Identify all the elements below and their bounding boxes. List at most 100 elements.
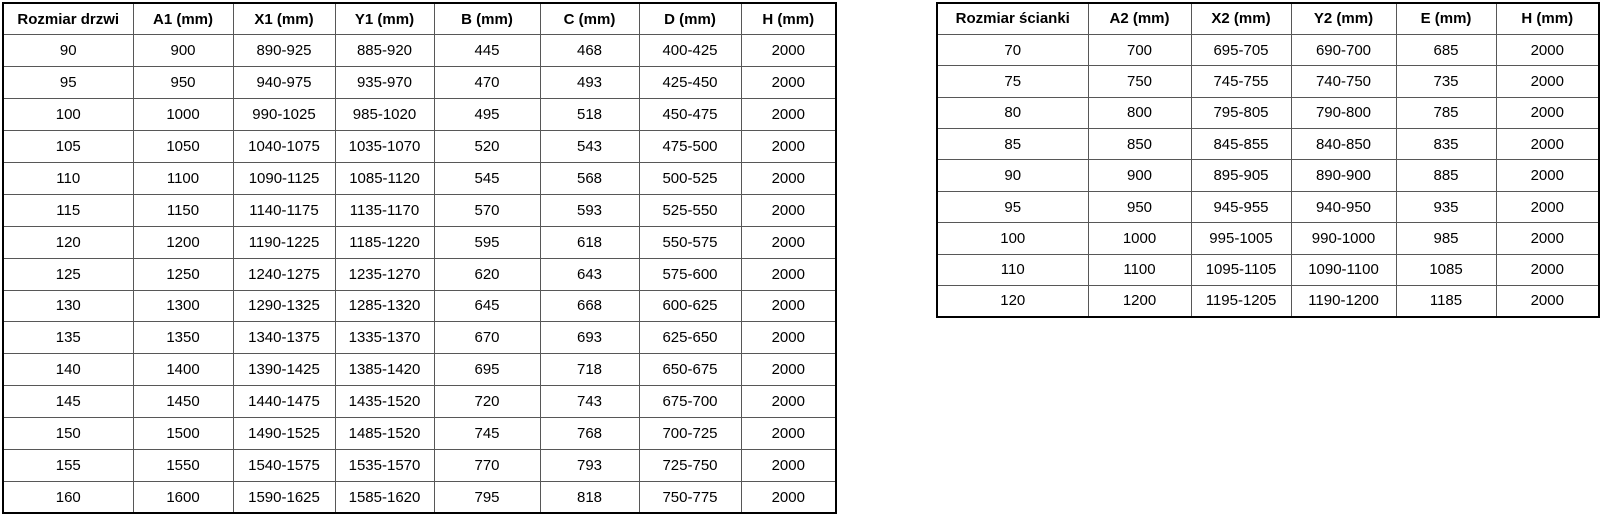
table-cell: 130 — [2, 289, 134, 323]
table-cell: 785 — [1395, 96, 1497, 130]
table-cell: 1190-1225 — [232, 225, 336, 259]
column-header: B (mm) — [433, 2, 541, 36]
table-cell: 155 — [2, 448, 134, 482]
table-cell: 1085-1120 — [334, 161, 435, 195]
table-cell: 850 — [1087, 128, 1192, 161]
table-cell: 895-905 — [1190, 159, 1292, 192]
table-cell: 568 — [539, 161, 640, 195]
table-row: 90 900 890-925 885-920 445 468 400-425 2000 — [2, 34, 837, 68]
table-cell: 2000 — [1495, 33, 1600, 67]
column-header: E (mm) — [1395, 2, 1497, 35]
table-cell: 2000 — [740, 480, 837, 514]
table-cell: 2000 — [1495, 285, 1600, 318]
table-cell: 743 — [539, 385, 640, 419]
table-cell: 1090-1100 — [1290, 253, 1397, 287]
table-cell: 593 — [539, 193, 640, 227]
table-cell: 105 — [2, 130, 134, 163]
table-row: 130 1300 1290-1325 1285-1320 645 668 600-625 20… — [2, 289, 837, 323]
table-cell: 950 — [1087, 190, 1192, 224]
table-cell: 945-955 — [1190, 190, 1292, 224]
table-cell: 685 — [1395, 33, 1497, 67]
table-cell: 1100 — [1087, 253, 1192, 287]
table-cell: 1050 — [132, 130, 234, 163]
table-cell: 1100 — [132, 161, 234, 195]
table-cell: 475-500 — [638, 130, 742, 163]
table-cell: 400-425 — [638, 34, 742, 68]
table-cell: 695 — [433, 353, 541, 387]
table-cell: 2000 — [740, 321, 837, 355]
table-cell: 2000 — [740, 353, 837, 387]
table-cell: 2000 — [740, 385, 837, 419]
table-row: 95 950 945-955 940-950 935 2000 — [936, 190, 1600, 224]
table-cell: 725-750 — [638, 448, 742, 482]
table-cell: 625-650 — [638, 321, 742, 355]
table-cell: 80 — [936, 96, 1089, 130]
table-row: 70 700 695-705 690-700 685 2000 — [936, 33, 1600, 67]
table-row: 110 1100 1090-1125 1085-1120 545 568 500-525 20… — [2, 161, 837, 195]
table-cell: 2000 — [740, 225, 837, 259]
table-cell: 2000 — [740, 66, 837, 100]
table-row: 120 1200 1190-1225 1185-1220 595 618 550-575 20… — [2, 225, 837, 259]
column-header: Rozmiar ścianki — [936, 2, 1089, 35]
column-header: D (mm) — [638, 2, 742, 36]
table-row: 85 850 845-855 840-850 835 2000 — [936, 128, 1600, 161]
table-cell: 620 — [433, 257, 541, 291]
table-cell: 985-1020 — [334, 98, 435, 132]
table-cell: 600-625 — [638, 289, 742, 323]
table-cell: 940-950 — [1290, 190, 1397, 224]
table-cell: 720 — [433, 385, 541, 419]
table-cell: 750-775 — [638, 480, 742, 514]
table-cell: 1040-1075 — [232, 130, 336, 163]
table-cell: 940-975 — [232, 66, 336, 100]
table-cell: 545 — [433, 161, 541, 195]
column-header: Y1 (mm) — [334, 2, 435, 36]
table-cell: 1190-1200 — [1290, 285, 1397, 318]
table-row: 145 1450 1440-1475 1435-1520 720 743 675-700 20… — [2, 385, 837, 419]
table-cell: 845-855 — [1190, 128, 1292, 161]
wall-size-table: Rozmiar ścianki A2 (mm) X2 (mm) Y2 (mm) E (m… — [936, 2, 1600, 318]
table-cell: 1385-1420 — [334, 353, 435, 387]
table-cell: 1340-1375 — [232, 321, 336, 355]
table-cell: 90 — [936, 159, 1089, 192]
table-row: 125 1250 1240-1275 1235-1270 620 643 575-600 20… — [2, 257, 837, 291]
table-cell: 518 — [539, 98, 640, 132]
table-cell: 1285-1320 — [334, 289, 435, 323]
column-header: A2 (mm) — [1087, 2, 1192, 35]
table-cell: 795-805 — [1190, 96, 1292, 130]
table-row: 155 1550 1540-1575 1535-1570 770 793 725-750 20… — [2, 448, 837, 482]
table-cell: 790-800 — [1290, 96, 1397, 130]
table-row: 140 1400 1390-1425 1385-1420 695 718 650-675 20… — [2, 353, 837, 387]
table-cell: 550-575 — [638, 225, 742, 259]
table-cell: 1400 — [132, 353, 234, 387]
table-cell: 840-850 — [1290, 128, 1397, 161]
table-cell: 1500 — [132, 417, 234, 450]
table-cell: 570 — [433, 193, 541, 227]
table-cell: 990-1025 — [232, 98, 336, 132]
table-cell: 793 — [539, 448, 640, 482]
table-cell: 668 — [539, 289, 640, 323]
table-cell: 468 — [539, 34, 640, 68]
table-cell: 818 — [539, 480, 640, 514]
table-cell: 1300 — [132, 289, 234, 323]
table-cell: 2000 — [740, 161, 837, 195]
table-cell: 2000 — [740, 130, 837, 163]
table-cell: 2000 — [740, 289, 837, 323]
table-row: 110 1100 1095-1105 1090-1100 1085 2000 — [936, 253, 1600, 287]
table-cell: 1590-1625 — [232, 480, 336, 514]
table-cell: 95 — [2, 66, 134, 100]
table-cell: 2000 — [740, 193, 837, 227]
table-cell: 985 — [1395, 222, 1497, 255]
table-cell: 1540-1575 — [232, 448, 336, 482]
table-cell: 135 — [2, 321, 134, 355]
table-cell: 85 — [936, 128, 1089, 161]
table-cell: 1085 — [1395, 253, 1497, 287]
table-cell: 1235-1270 — [334, 257, 435, 291]
table-cell: 1435-1520 — [334, 385, 435, 419]
table-cell: 1550 — [132, 448, 234, 482]
table-cell: 2000 — [740, 34, 837, 68]
column-header: A1 (mm) — [132, 2, 234, 36]
header-row: Rozmiar ścianki A2 (mm) X2 (mm) Y2 (mm) E (m… — [936, 2, 1600, 35]
table-cell: 1095-1105 — [1190, 253, 1292, 287]
column-header: Rozmiar drzwi — [2, 2, 134, 36]
